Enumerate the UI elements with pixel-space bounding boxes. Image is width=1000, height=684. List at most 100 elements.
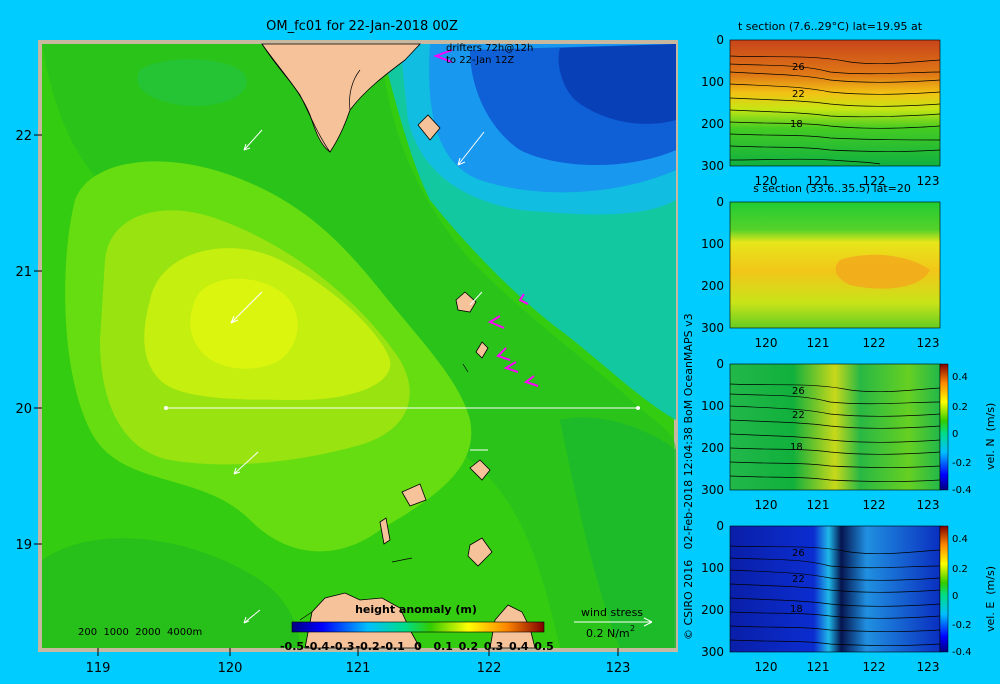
cbar-tick: 0.2 bbox=[952, 402, 968, 413]
map-y-ticks: 22 21 20 19 bbox=[15, 129, 32, 553]
height-colorbar: height anomaly (m) -0.5 -0.4 -0.3 -0.2 -0.1 0… bbox=[280, 603, 554, 653]
x-tick: 121 bbox=[807, 336, 830, 350]
panel-temperature-section: t section (7.6..29°C) lat=19.95 at 26 22… bbox=[701, 20, 941, 188]
map-title: OM_fc01 for 22-Jan-2018 00Z bbox=[266, 19, 458, 34]
contour-label: 22 bbox=[792, 410, 805, 421]
darkblue-region bbox=[558, 44, 676, 124]
wind-scale: wind stress 0.2 N/m 2 bbox=[574, 606, 653, 640]
x-tick: 123 bbox=[917, 498, 940, 512]
island-luzon2 bbox=[379, 517, 391, 545]
colorbar-tick: 0.1 bbox=[433, 640, 453, 653]
y-tick: 200 bbox=[701, 441, 724, 455]
cbar-tick: 0.4 bbox=[952, 534, 968, 545]
colorbar-tick: 0.2 bbox=[459, 640, 479, 653]
salinity-core bbox=[835, 254, 930, 289]
x-tick: 122 bbox=[863, 498, 886, 512]
x-tick: 121 bbox=[807, 174, 830, 188]
cbar-tick: -0.4 bbox=[952, 485, 972, 496]
island-b3 bbox=[469, 459, 491, 481]
colorbar-tick: 0.4 bbox=[509, 640, 529, 653]
x-tick: 123 bbox=[917, 336, 940, 350]
sw-band bbox=[42, 538, 300, 648]
colorbar-tick: -0.4 bbox=[305, 640, 329, 653]
bathymetry-contours bbox=[261, 43, 469, 621]
panel-velocity-north: 26 22 18 0.4 0.2 0 -0.2 -0.4 vel. N (m/s… bbox=[701, 357, 997, 512]
y-tick: 100 bbox=[701, 237, 724, 251]
contour-label: 22 bbox=[792, 574, 805, 585]
panel-plot bbox=[730, 526, 940, 652]
wind-scale-value: 0.2 N/m bbox=[586, 627, 630, 640]
wind-arrow bbox=[233, 451, 259, 475]
drifter-track bbox=[487, 315, 505, 329]
wind-arrow bbox=[469, 291, 483, 306]
main-map: OM_fc01 for 22-Jan-2018 00Z bbox=[15, 19, 678, 676]
x-tick: 120 bbox=[755, 660, 778, 674]
y-tick: 0 bbox=[716, 519, 724, 533]
y-tick: 300 bbox=[701, 645, 724, 659]
x-tick: 122 bbox=[477, 661, 502, 676]
drifters-note-line2: to 22-Jan 12Z bbox=[446, 55, 514, 66]
drifter-track bbox=[496, 347, 511, 361]
x-tick: 121 bbox=[807, 660, 830, 674]
contour-label: 22 bbox=[792, 89, 805, 100]
wind-arrow bbox=[243, 129, 263, 151]
colorbar-ticks: -0.5 -0.4 -0.3 -0.2 -0.1 0 0.1 0.2 0.3 0.4 0.5 bbox=[280, 640, 554, 653]
colorbar-tick: 0.3 bbox=[484, 640, 504, 653]
drifters-note-line1: drifters 72h@12h bbox=[446, 43, 533, 54]
contour-label: 18 bbox=[790, 119, 803, 130]
x-tick: 120 bbox=[218, 661, 243, 676]
colorbar-bar bbox=[291, 621, 545, 633]
y-tick: 300 bbox=[701, 483, 724, 497]
nw-blob bbox=[137, 59, 247, 106]
map-tick-marks bbox=[34, 134, 619, 656]
land bbox=[261, 43, 536, 649]
y-tick: 19 bbox=[15, 538, 32, 553]
wind-arrow bbox=[230, 291, 263, 324]
y-tick: 100 bbox=[701, 561, 724, 575]
contour-label: 26 bbox=[792, 62, 805, 73]
cbar-label: vel. E (m/s) bbox=[984, 566, 997, 632]
map-x-ticks: 119 120 121 122 123 bbox=[86, 661, 631, 676]
x-tick: 123 bbox=[917, 174, 940, 188]
contour-label: 26 bbox=[792, 548, 805, 559]
drifter-track bbox=[523, 375, 539, 387]
wind-scale-label: wind stress bbox=[581, 606, 643, 619]
colorbar-tick: 0 bbox=[414, 640, 422, 653]
section-line bbox=[164, 406, 640, 410]
drifter-track bbox=[503, 361, 519, 373]
x-tick: 122 bbox=[863, 660, 886, 674]
wind-arrows bbox=[230, 129, 488, 624]
cbar-label: vel. N (m/s) bbox=[984, 403, 997, 470]
x-tick: 122 bbox=[863, 336, 886, 350]
y-tick: 200 bbox=[701, 279, 724, 293]
y-tick: 21 bbox=[15, 265, 32, 280]
contour-label: 18 bbox=[790, 604, 803, 615]
brightyellow-core bbox=[190, 278, 298, 369]
panel-velocity-east: 26 22 18 0.4 0.2 0 -0.2 -0.4 vel. E (m/s… bbox=[701, 519, 997, 674]
panel-plot bbox=[730, 40, 940, 166]
cbar-tick: 0.4 bbox=[952, 372, 968, 383]
cbar-tick: -0.2 bbox=[952, 458, 972, 469]
x-tick: 123 bbox=[606, 661, 631, 676]
island-b2 bbox=[475, 341, 489, 359]
credit-text: © CSIRO 2016 02-Feb-2018 12:04:38 BoM Oc… bbox=[682, 313, 695, 640]
cbar-tick: 0 bbox=[952, 591, 958, 602]
x-tick: 120 bbox=[755, 498, 778, 512]
x-tick: 122 bbox=[863, 174, 886, 188]
depth-legend: 200 1000 2000 4000m bbox=[78, 627, 202, 638]
colorbar-tick: -0.1 bbox=[381, 640, 405, 653]
y-tick: 0 bbox=[716, 357, 724, 371]
drifter-legend-track bbox=[433, 49, 453, 63]
cbar-tick: -0.2 bbox=[952, 620, 972, 631]
contour-label: 26 bbox=[792, 386, 805, 397]
island-luzon3 bbox=[467, 537, 493, 567]
panel-title: t section (7.6..29°C) lat=19.95 at bbox=[738, 20, 923, 33]
colorbar-tick: -0.3 bbox=[330, 640, 354, 653]
wind-arrow bbox=[243, 609, 261, 624]
temp-contours bbox=[729, 55, 941, 165]
y-tick: 0 bbox=[716, 33, 724, 47]
cbar-tick: 0.2 bbox=[952, 564, 968, 575]
y-tick: 200 bbox=[701, 117, 724, 131]
y-tick: 300 bbox=[701, 159, 724, 173]
